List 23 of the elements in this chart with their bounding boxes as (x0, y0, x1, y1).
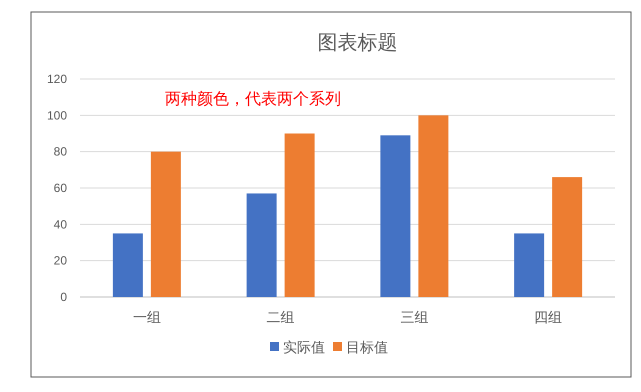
bar (112, 233, 143, 297)
legend-label: 目标值 (346, 339, 388, 355)
bar (380, 135, 410, 297)
bar (418, 115, 448, 297)
bar (284, 134, 315, 297)
x-tick-label: 四组 (534, 309, 562, 325)
bar (246, 193, 277, 297)
bar (552, 177, 582, 297)
y-tick-label: 60 (54, 181, 68, 195)
annotation: 两种颜色，代表两个系列 (165, 90, 341, 108)
x-tick-label: 三组 (400, 309, 428, 325)
y-tick-label: 80 (54, 144, 68, 159)
y-tick-label: 40 (54, 217, 68, 232)
bar (514, 233, 544, 297)
y-tick-label: 0 (60, 290, 68, 304)
y-tick-label: 100 (46, 108, 68, 122)
x-tick-label: 二组 (266, 309, 295, 325)
x-tick-label: 一组 (132, 309, 161, 325)
legend-label: 实际值 (283, 339, 325, 355)
chart-title: 图表标题 (318, 32, 398, 54)
y-tick-label: 120 (46, 72, 68, 86)
bar (150, 152, 181, 297)
y-tick-label: 20 (54, 254, 68, 268)
